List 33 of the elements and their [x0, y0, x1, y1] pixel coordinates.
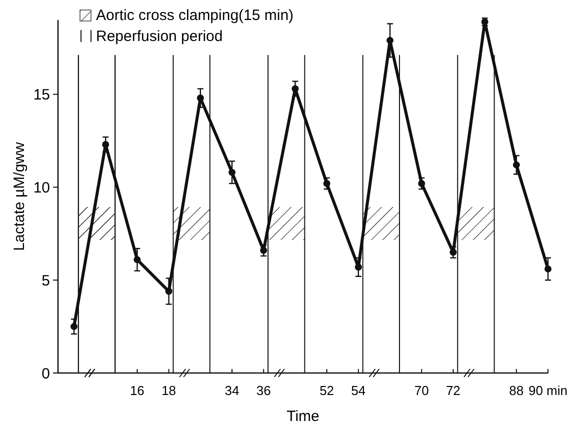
x-tick-label: 54: [351, 383, 366, 398]
x-tick-label: 36: [256, 383, 271, 398]
point: [418, 180, 426, 187]
y-tick-label: 10: [33, 179, 50, 196]
x-tick-label: 52: [320, 383, 334, 398]
point: [134, 256, 141, 264]
y-tick-label: 0: [42, 365, 50, 382]
point: [386, 36, 394, 44]
point: [354, 264, 362, 271]
point: [450, 248, 457, 256]
x-tick-label: 72: [446, 383, 460, 398]
y-tick-label: 5: [42, 272, 50, 290]
annotation: Aortic cross clamping(15 min): [96, 7, 294, 24]
y-tick-label: 15: [33, 86, 50, 104]
x-tick-label: 16: [130, 383, 144, 398]
point: [323, 180, 330, 187]
point: [228, 168, 236, 176]
x-tick-label: 90 min: [528, 383, 568, 398]
x-axis-title: Time: [286, 408, 320, 425]
point: [196, 94, 204, 102]
point: [292, 85, 299, 92]
point: [544, 265, 552, 272]
y-axis-title: Lactate µM/gww: [11, 142, 28, 251]
x-tick-label: 18: [162, 383, 176, 398]
x-tick-label: 88: [509, 383, 524, 398]
x-tick-label: 34: [224, 383, 240, 398]
point: [70, 323, 78, 330]
x-tick-label: 70: [414, 383, 429, 398]
point: [165, 288, 172, 295]
point: [102, 140, 110, 148]
annotation: Reperfusion period: [96, 28, 223, 45]
point: [512, 161, 520, 168]
point: [260, 246, 268, 254]
